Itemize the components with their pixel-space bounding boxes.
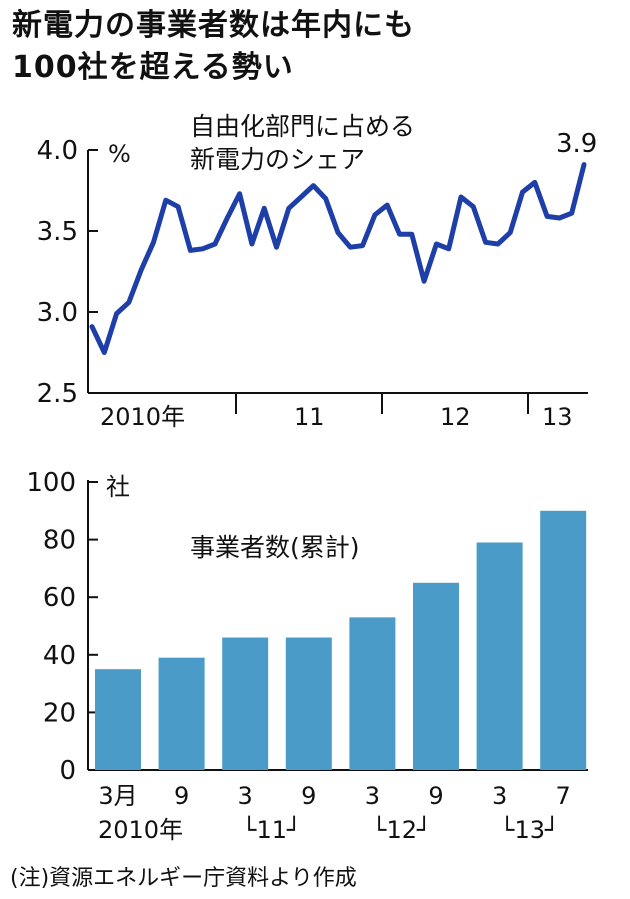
bar-chart-title: 事業者数(累計) xyxy=(190,533,360,562)
bar-chart: 社 事業者数(累計) 2010年 └11┘ └12┘ └13┘ 0 20 40 60 8… xyxy=(26,468,588,844)
line-chart-title-line-1: 自由化部門に占める xyxy=(190,112,415,141)
bar-chart-y-unit: 社 xyxy=(106,473,130,501)
line-y-tick-label: 3.0 xyxy=(37,298,78,328)
line-y-tick-label: 4.0 xyxy=(37,136,78,166)
bar-category-label: 9 xyxy=(174,782,189,810)
bar-y-tick-label: 0 xyxy=(59,756,76,786)
bar-y-tick-label: 40 xyxy=(43,641,76,671)
line-year-label-11: 11 xyxy=(294,403,325,431)
line-chart-title-line-2: 新電力のシェア xyxy=(190,145,365,174)
headline-line-1: 新電力の事業者数は年内にも xyxy=(12,8,415,43)
bar-category-label: 9 xyxy=(428,782,443,810)
bar-category-label: 3 xyxy=(365,782,380,810)
headline-line-2: 100社を超える勢い xyxy=(12,50,294,85)
bar-3 xyxy=(222,637,269,770)
line-end-label: 3.9 xyxy=(556,129,597,159)
line-y-tick-label: 3.5 xyxy=(37,217,78,247)
bar-y-tick-label: 100 xyxy=(26,468,76,498)
bar-category-label: 9 xyxy=(301,782,316,810)
bar-y-tick-label: 60 xyxy=(43,583,76,613)
line-chart-y-unit: % xyxy=(108,140,131,168)
bar-category-label: 3月 xyxy=(98,782,137,810)
bar-y-tick-label: 80 xyxy=(43,526,76,556)
bar-5 xyxy=(349,617,396,770)
bar-category-label: 3 xyxy=(238,782,253,810)
share-series-line xyxy=(89,162,587,355)
bar-category-label: 3 xyxy=(492,782,507,810)
bar-7 xyxy=(476,542,523,770)
line-year-label-2010: 2010年 xyxy=(100,403,185,431)
bar-4 xyxy=(285,637,332,770)
source-note: (注)資源エネルギー庁資料より作成 xyxy=(10,866,357,891)
line-year-label-12: 12 xyxy=(440,403,471,431)
bar-2 xyxy=(158,657,205,770)
bar-category-label: 7 xyxy=(556,782,571,810)
line-year-label-13: 13 xyxy=(542,403,573,431)
bar-1 xyxy=(95,669,141,770)
bar-y-tick-label: 20 xyxy=(43,698,76,728)
line-y-tick-label: 2.5 xyxy=(37,379,78,409)
line-chart: % 自由化部門に占める 新電力のシェア 3.9 2010年 11 12 13 2… xyxy=(37,112,598,431)
bar-8 xyxy=(540,510,587,770)
bar-year-label-2010: 2010年 xyxy=(98,816,183,844)
bar-year-label-13: └13┘ xyxy=(500,815,559,844)
bar-6 xyxy=(413,582,459,770)
bar-year-label-12: └12┘ xyxy=(372,815,431,844)
bar-year-label-11: └11┘ xyxy=(242,815,301,844)
